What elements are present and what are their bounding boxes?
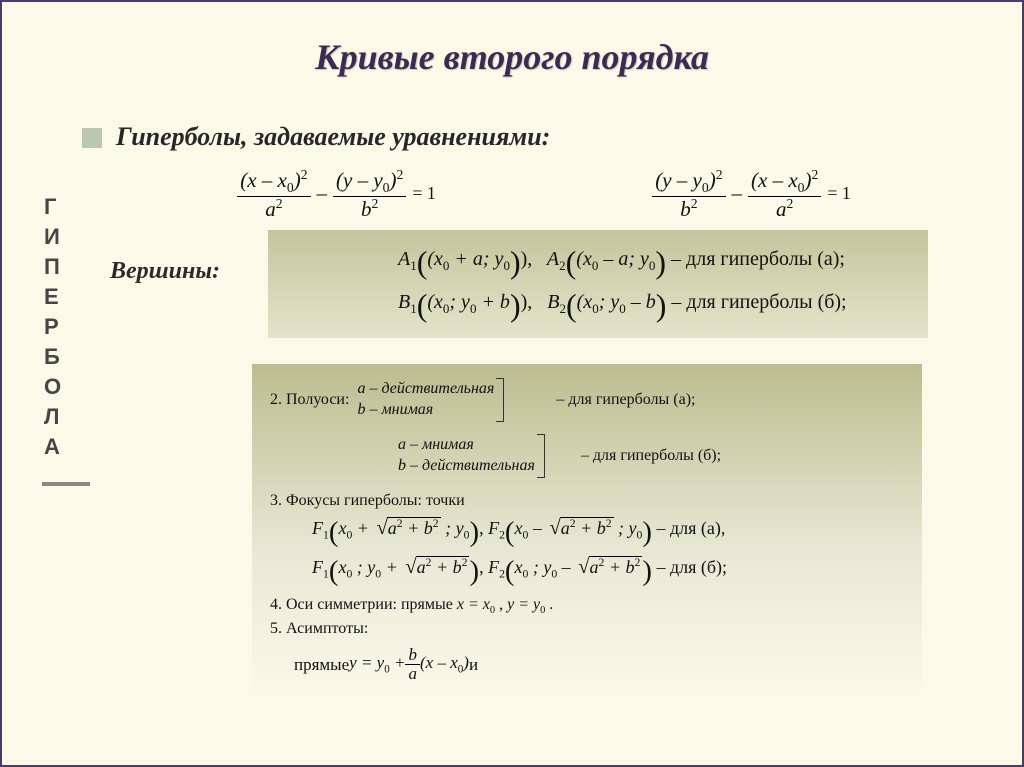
vertical-sidebar-label: Г И П Е Р Б О Л А xyxy=(44,192,62,462)
v-char: П xyxy=(44,252,62,282)
foci-row-b: F1(x0 ; y0 + a2 + b2), F2(x0 ; y0 – a2 +… xyxy=(312,555,904,588)
page-title: Кривые второго порядка xyxy=(2,36,1022,78)
details-box: 2. Полуоси: a – действительная b – мнима… xyxy=(252,364,922,701)
foci-lead: 3. Фокусы гиперболы: точки xyxy=(270,492,904,510)
v-char: И xyxy=(44,222,62,252)
equation-a: (x – x0)2a2 – (y – y0)2b2 = 1 xyxy=(237,168,442,220)
subtitle-row: Гиперболы, задаваемые уравнениями: xyxy=(2,122,1022,152)
v-char: О xyxy=(44,372,62,402)
vertices-row-b: B1((x0; y0 + b)), B2((x0; y0 – b) – для … xyxy=(398,287,906,324)
vertices-row-a: A1((x0 + a; y0)), A2((x0 – a; y0) – для … xyxy=(398,244,906,281)
subtitle: Гиперболы, задаваемые уравнениями: xyxy=(116,122,550,152)
bullet-icon xyxy=(82,128,102,148)
v-char: Р xyxy=(44,312,62,342)
vertices-box: A1((x0 + a; y0)), A2((x0 – a; y0) – для … xyxy=(268,230,928,338)
symmetry-line: 4. Оси симметрии: прямые x = x0 , y = y0… xyxy=(270,596,904,616)
v-char: Е xyxy=(44,282,62,312)
vertices-label: Вершины: xyxy=(110,258,220,285)
equations: (x – x0)2a2 – (y – y0)2b2 = 1 (y – y0)2b… xyxy=(132,168,962,220)
v-char: Г xyxy=(44,192,62,222)
equation-b: (y – y0)2b2 – (x – x0)2a2 = 1 xyxy=(652,168,857,220)
v-char: Л xyxy=(44,402,62,432)
v-char: А xyxy=(44,432,62,462)
asymptotes-lead: 5. Асимптоты: xyxy=(270,620,904,638)
asymptotes-line: прямые y = y0 + ba (x – x0) и xyxy=(294,646,478,683)
v-char: Б xyxy=(44,342,62,372)
semiaxes-a: 2. Полуоси: a – действительная b – мнима… xyxy=(270,378,695,422)
vertices-block: Вершины: A1((x0 + a; y0)), A2((x0 – a; y… xyxy=(110,230,1022,338)
foci-row-a: F1(x0 + a2 + b2 ; y0), F2(x0 – a2 + b2 ;… xyxy=(312,516,904,549)
semiaxes-b: a – мнимая b – действительная – для гипе… xyxy=(398,434,721,478)
